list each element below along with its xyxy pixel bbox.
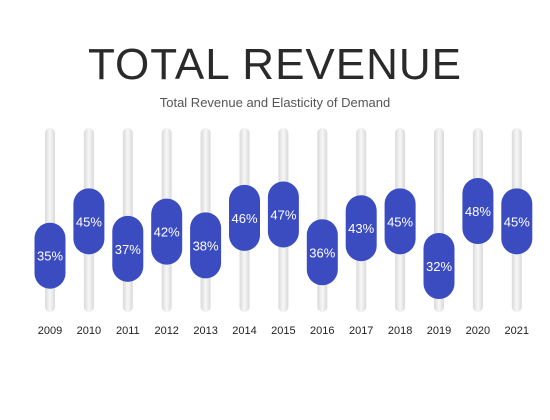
data-label-2015: 47% — [270, 207, 296, 222]
bar-2018 — [384, 188, 416, 255]
bar-2019 — [423, 233, 455, 299]
bar-2021 — [501, 188, 533, 255]
x-tick-label-2020: 2020 — [466, 325, 490, 337]
x-tick-label-2013: 2013 — [193, 325, 217, 337]
data-label-2009: 35% — [37, 249, 63, 264]
data-label-2016: 36% — [309, 245, 335, 260]
x-tick-label-2021: 2021 — [505, 325, 529, 337]
data-label-2012: 42% — [154, 225, 180, 240]
data-label-2010: 45% — [76, 214, 102, 229]
x-tick-label-2014: 2014 — [232, 325, 256, 337]
x-tick-label-2010: 2010 — [77, 325, 101, 337]
data-label-2014: 46% — [231, 211, 257, 226]
x-tick-label-2016: 2016 — [310, 325, 334, 337]
bar-2010 — [73, 188, 105, 255]
bar-2013 — [190, 212, 222, 279]
x-tick-label-2018: 2018 — [388, 325, 412, 337]
x-tick-label-2019: 2019 — [427, 325, 451, 337]
bar-2015 — [267, 181, 299, 248]
data-label-2021: 45% — [504, 214, 530, 229]
data-label-2013: 38% — [193, 238, 219, 253]
chart-subtitle: Total Revenue and Elasticity of Demand — [159, 95, 391, 110]
bar-2014 — [229, 184, 260, 251]
chart-title: TOTAL REVENUE — [87, 40, 463, 89]
x-tick-label-2015: 2015 — [271, 325, 295, 337]
data-label-2019: 32% — [426, 259, 452, 274]
x-tick-label-2017: 2017 — [349, 325, 373, 337]
x-tick-label-2012: 2012 — [154, 325, 178, 337]
data-label-2011: 37% — [115, 242, 141, 257]
bar-2020 — [462, 178, 494, 244]
x-tick-label-2009: 2009 — [38, 325, 62, 337]
bar-2016 — [306, 219, 338, 286]
bar-2011 — [112, 215, 144, 282]
data-label-2017: 43% — [348, 221, 374, 236]
data-label-2020: 48% — [465, 204, 491, 219]
data-label-2018: 45% — [387, 214, 413, 229]
bar-2017 — [345, 195, 377, 262]
bar-2012 — [151, 198, 183, 265]
x-tick-label-2011: 2011 — [116, 325, 140, 337]
bar-2009 — [34, 222, 66, 289]
